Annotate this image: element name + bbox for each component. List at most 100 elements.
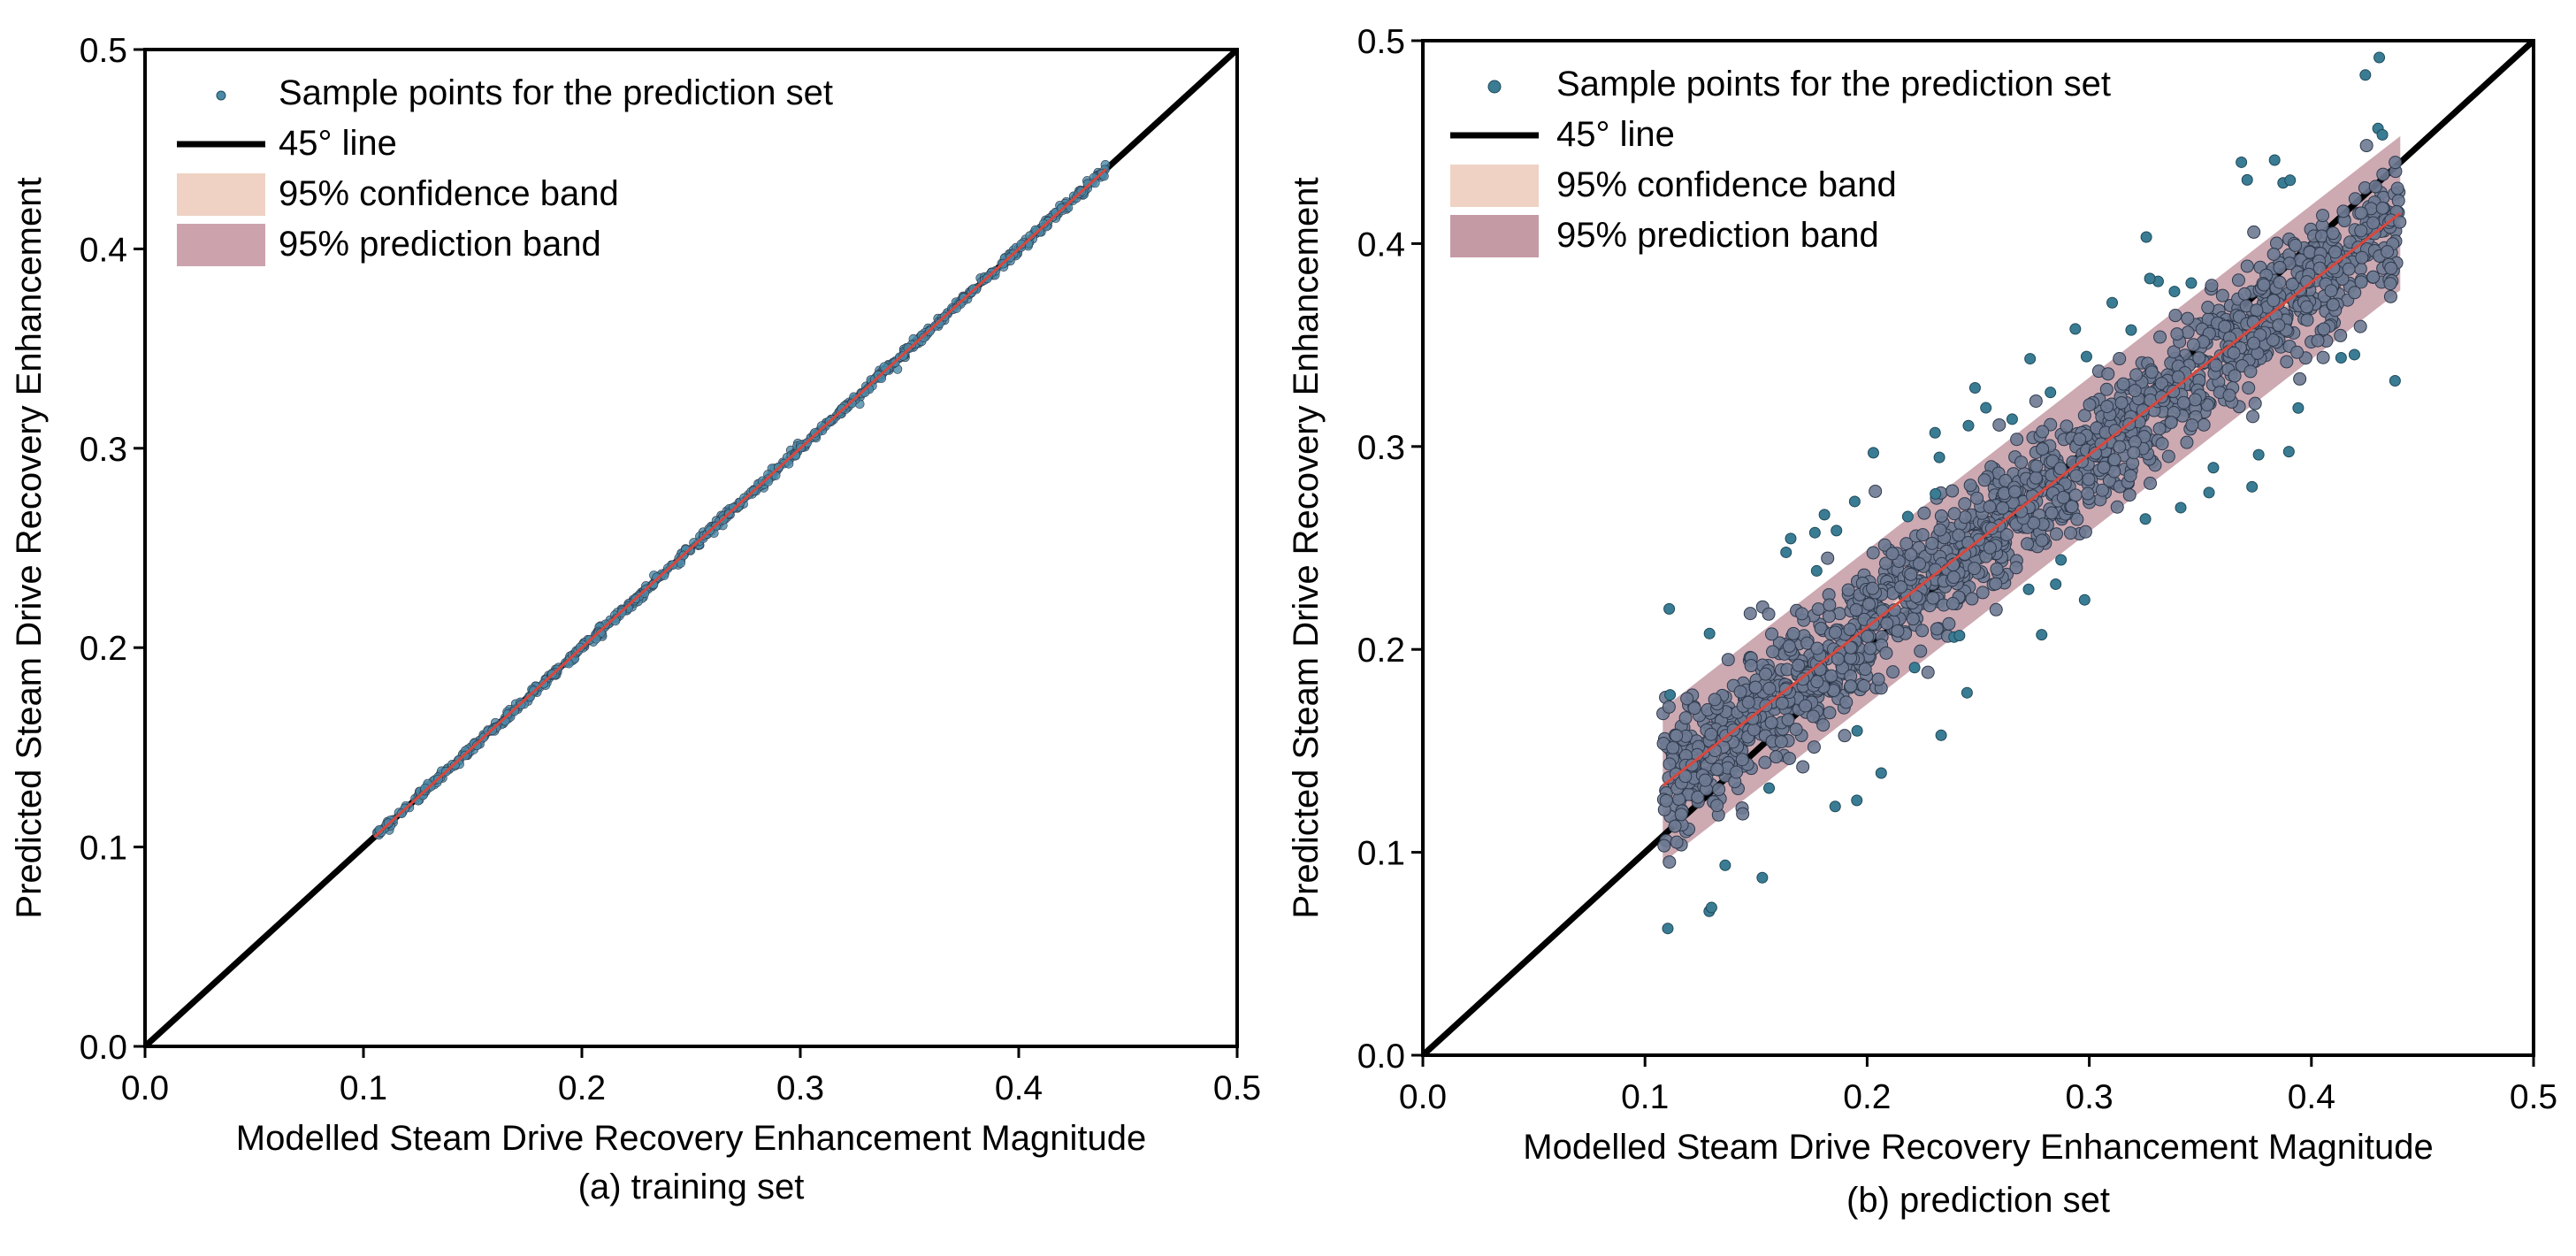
legend-label: 95% prediction band [279, 225, 601, 264]
sample-point-outlier [2069, 323, 2082, 335]
legend-label: 45° line [1556, 115, 1675, 154]
sample-point-outlier [2080, 350, 2092, 363]
sample-point [1843, 623, 1857, 637]
sample-point [1811, 602, 1825, 617]
sample-point-outlier [1929, 426, 1941, 439]
sample-point [2280, 355, 2294, 369]
sample-point-outlier [1962, 419, 1975, 432]
sample-point [2273, 260, 2287, 274]
sample-point [1796, 760, 1810, 774]
sample-point [1670, 729, 1684, 743]
sample-point-outlier [2268, 154, 2281, 166]
sample-point-outlier [2045, 387, 2057, 399]
sample-point [2144, 365, 2159, 379]
sample-point-outlier [1756, 871, 1769, 884]
sample-point [2164, 416, 2178, 430]
sample-point [472, 740, 482, 751]
y-tick-label: 0.4 [1357, 226, 1405, 264]
sample-point-outlier [1848, 495, 1861, 508]
sample-point [1744, 659, 1758, 673]
legend-label: Sample points for the prediction set [1556, 65, 2111, 103]
sample-point [1721, 653, 1735, 667]
y-tick-label: 0.5 [1357, 23, 1405, 61]
sample-point [1947, 507, 1961, 521]
x-tick-label: 0.5 [1213, 1069, 1261, 1107]
sample-point-outlier [1719, 859, 1731, 871]
sample-point [2077, 409, 2091, 423]
sample-point [2391, 194, 2405, 208]
sample-point-outlier [2055, 554, 2068, 566]
fit-line [373, 168, 1107, 839]
sample-point [1844, 679, 1858, 693]
y-tick-label: 0.1 [1357, 835, 1405, 873]
sample-point [1678, 711, 1693, 725]
sample-point [1946, 571, 1961, 585]
sample-point [2070, 512, 2084, 526]
sample-point [2014, 456, 2029, 470]
sample-point [2376, 167, 2390, 181]
sample-point [1965, 592, 1979, 606]
x-tick-label: 0.5 [2510, 1078, 2557, 1116]
sample-point [1691, 790, 1705, 804]
plot-area-a [145, 50, 1237, 1046]
sample-point-outlier [1663, 602, 1676, 615]
sample-point [1877, 538, 1892, 552]
x-tick-label: 0.0 [1399, 1078, 1447, 1116]
sample-point [1917, 506, 1931, 520]
sample-point [1958, 497, 1972, 511]
sample-point-outlier [2185, 277, 2198, 289]
sample-point-outlier [2207, 462, 2220, 474]
sample-point [1891, 624, 1905, 638]
sample-point [2029, 459, 2044, 473]
sample-point [1774, 735, 1788, 749]
sample-point [1925, 536, 1939, 550]
sample-point [2068, 488, 2083, 502]
sample-point [1990, 562, 2004, 576]
sample-point [2250, 303, 2264, 318]
sample-point [2348, 192, 2362, 206]
sample-point-outlier [2078, 594, 2091, 606]
sample-point [1976, 586, 1990, 600]
sample-point [1945, 484, 1960, 498]
sample-point-outlier [2252, 448, 2265, 461]
sample-point [2035, 533, 2049, 548]
x-tick-label: 0.0 [121, 1069, 169, 1107]
sample-point [2045, 506, 2059, 520]
sample-point [2209, 358, 2223, 372]
sample-point [2336, 204, 2351, 218]
sample-point [2246, 410, 2260, 424]
sample-point [1945, 596, 1960, 610]
sample-point-outlier [2292, 402, 2305, 414]
sample-point [1795, 607, 1809, 621]
sample-point [2186, 338, 2200, 352]
sample-point [1894, 580, 1908, 594]
sample-point [1866, 581, 1880, 595]
y-tick-label: 0.1 [80, 830, 127, 868]
sample-point [903, 342, 913, 353]
sample-point [2107, 453, 2121, 467]
sample-point [2136, 403, 2150, 417]
plot-frame [1421, 39, 2535, 1057]
sample-point [1906, 612, 1920, 626]
sample-point [2348, 286, 2362, 300]
sample-point [2116, 377, 2130, 391]
sample-point [1663, 757, 1677, 771]
sample-point [2097, 460, 2111, 474]
sample-point-outlier [1968, 382, 1981, 394]
sample-point [1672, 793, 1686, 807]
sample-point [2128, 384, 2142, 398]
sample-point-outlier [2024, 353, 2037, 365]
sample-point-outlier [2144, 272, 2156, 285]
sample-point [810, 428, 820, 438]
y-tick-label: 0.2 [1357, 632, 1405, 670]
sample-point [1710, 762, 1724, 777]
y-tick-label: 0.3 [80, 431, 127, 469]
sample-point [2114, 395, 2129, 410]
sample-point [2328, 245, 2343, 259]
sample-point [2188, 393, 2202, 407]
plot-frame [143, 48, 1239, 1048]
sample-point [1746, 711, 1760, 725]
sample-point [2326, 297, 2340, 311]
sample-point [1710, 799, 1724, 813]
sample-point [1662, 700, 1676, 714]
